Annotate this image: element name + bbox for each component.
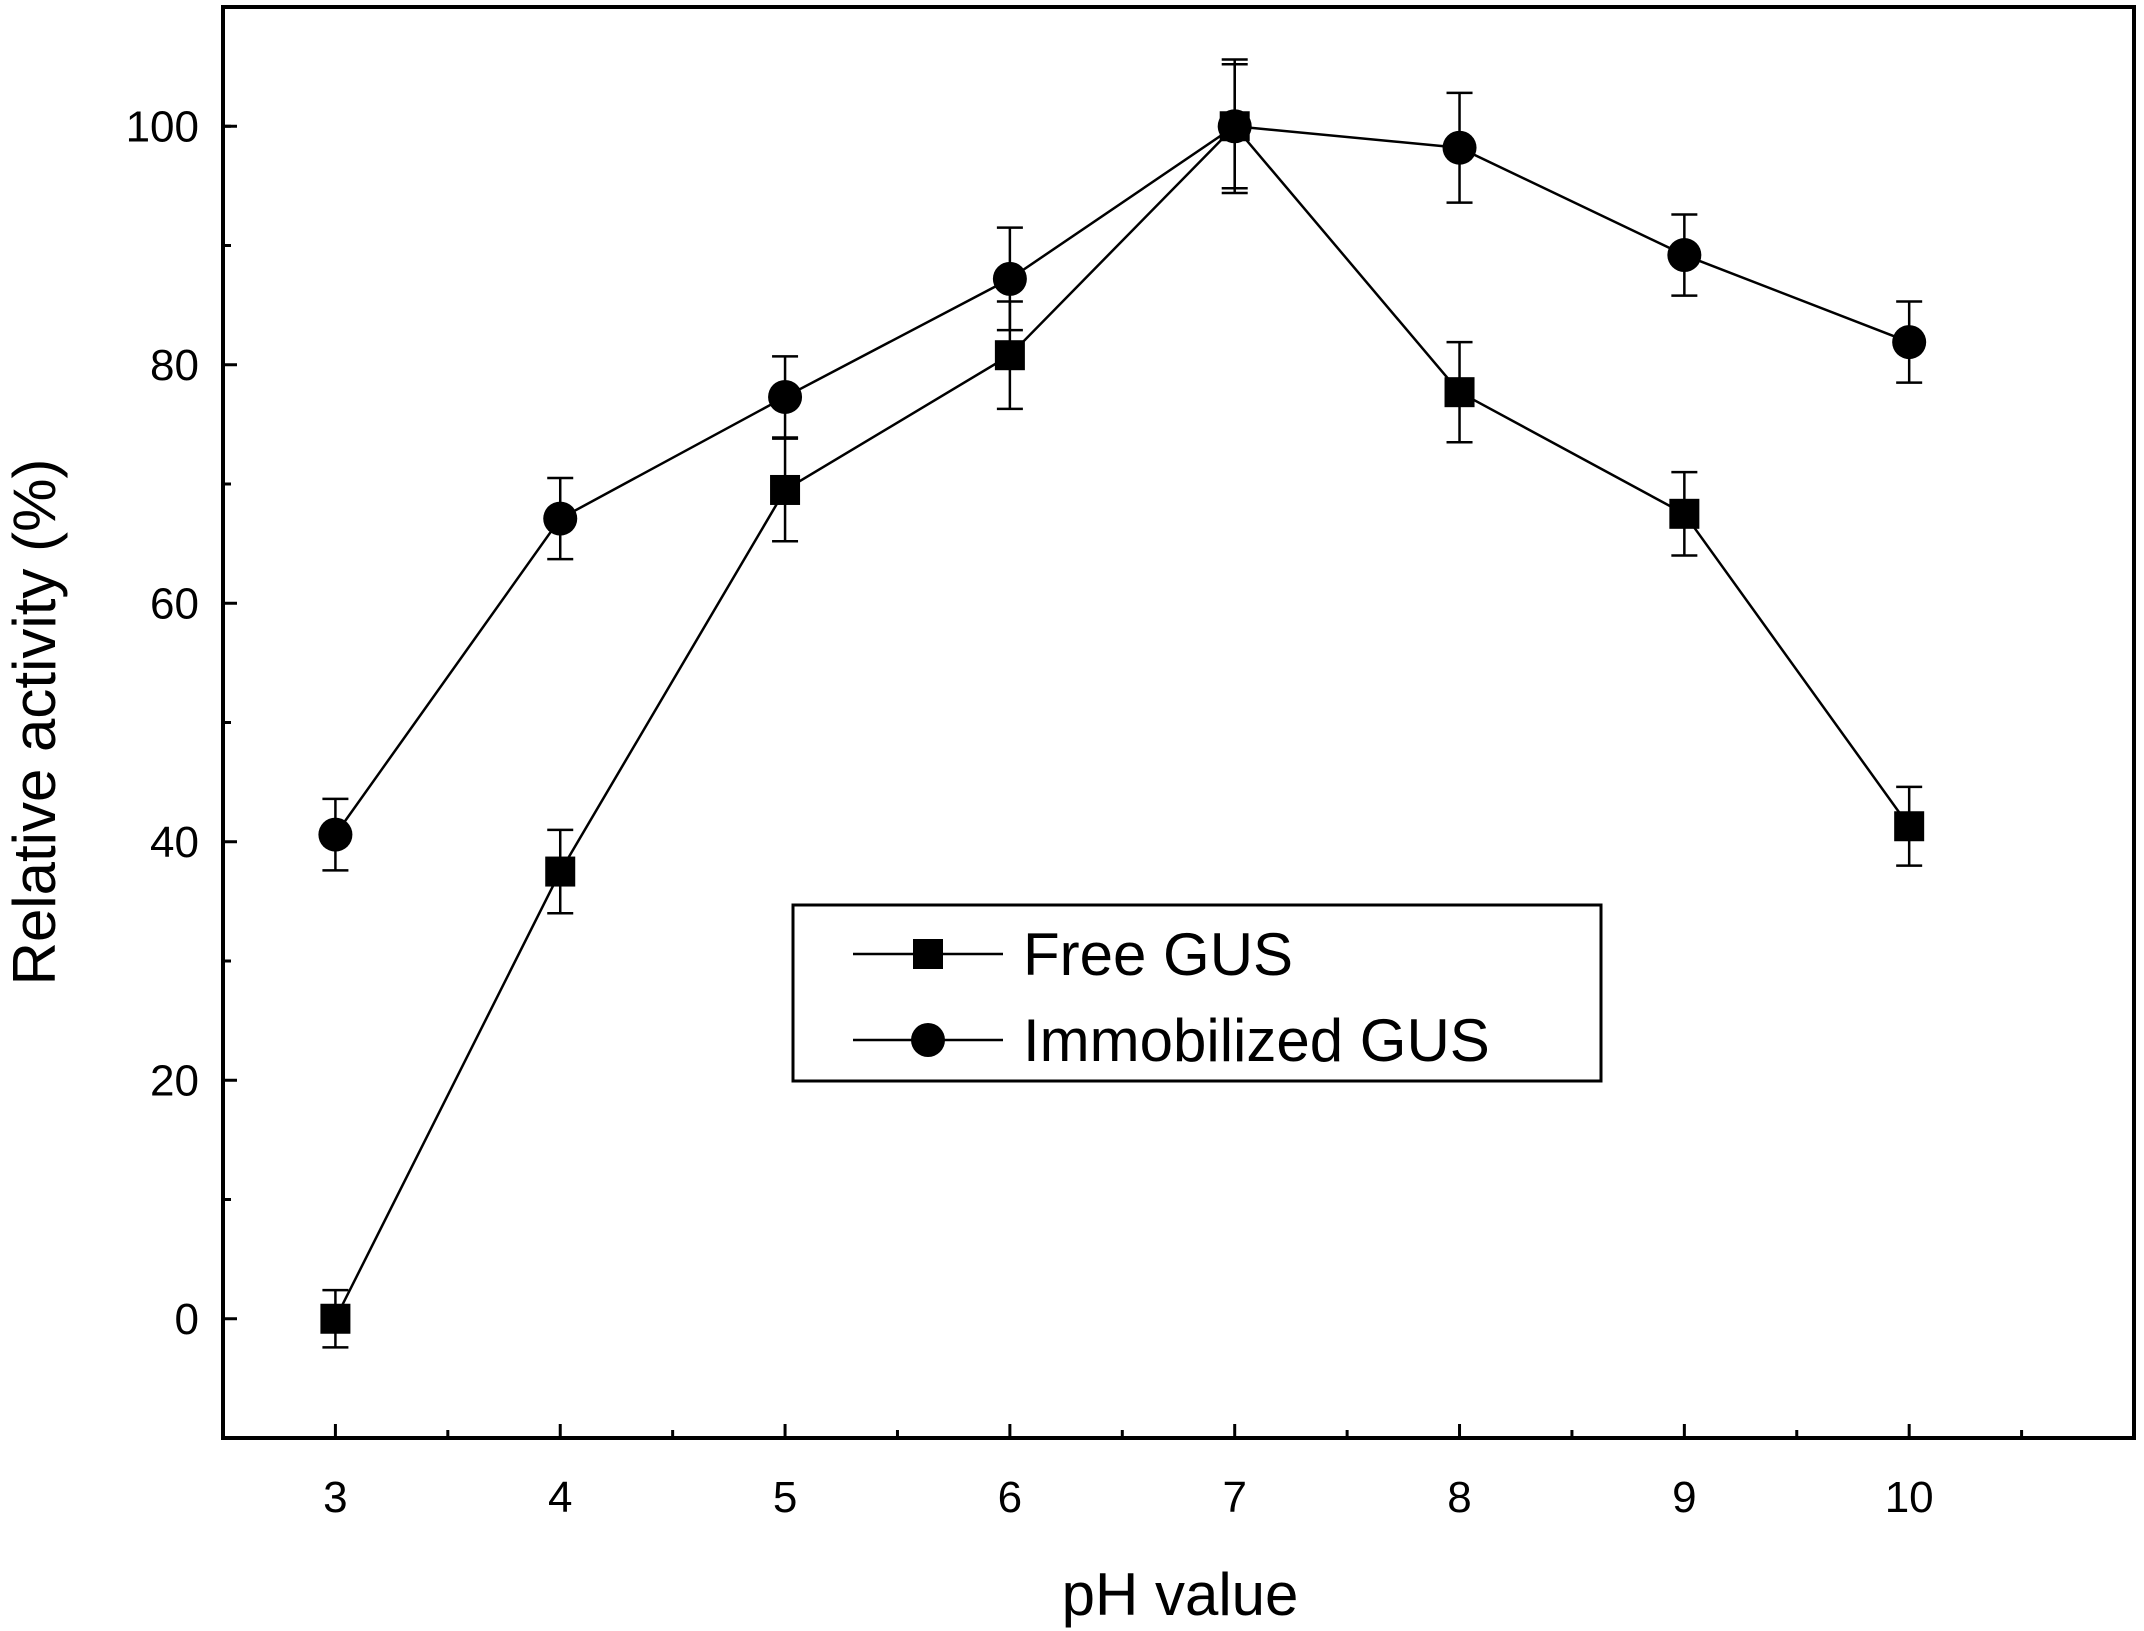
x-tick-label: 6 [998,1473,1022,1522]
series-line-immobilized-gus [334,124,1910,836]
legend-marker-immobilized-gus [911,1023,945,1057]
data-point-immobilized-gus [992,261,1027,296]
data-point-immobilized-gus [1892,325,1927,360]
y-tick-label: 80 [150,341,199,390]
y-axis-title: Relative activity (%) [1,459,68,986]
data-point-immobilized-gus [1442,130,1477,165]
x-tick-label: 10 [1885,1473,1934,1522]
x-axis-title: pH value [1062,1561,1299,1628]
data-point-immobilized-gus [318,817,353,852]
data-point-immobilized-gus [768,379,803,414]
legend: Free GUS Immobilized GUS [791,903,1603,1083]
series-immobilized-gus [318,58,1927,872]
data-point-free-gus [1669,498,1700,529]
y-tick-label: 60 [150,579,199,628]
data-point-immobilized-gus [543,501,578,536]
x-tick-label: 8 [1447,1473,1471,1522]
legend-marker-free-gus [913,939,943,969]
data-point-free-gus [994,340,1025,371]
data-point-free-gus [545,856,576,887]
y-tick-label: 20 [150,1056,199,1105]
x-tick-label: 9 [1672,1473,1696,1522]
data-point-free-gus [320,1303,351,1334]
plot-frame [221,5,2136,1440]
y-tick-label: 0 [175,1295,199,1344]
y-axis-ticks: 0 20 40 60 80 100 [126,5,237,1440]
legend-label-free-gus: Free GUS [1023,921,1293,988]
data-point-immobilized-gus [1667,238,1702,273]
data-point-free-gus [1894,811,1925,842]
data-point-free-gus [770,474,801,505]
y-tick-label: 40 [150,818,199,867]
legend-label-immobilized-gus: Immobilized GUS [1023,1007,1490,1074]
x-tick-label: 7 [1222,1473,1246,1522]
data-point-free-gus [1444,377,1475,408]
series-layer [318,58,1927,1349]
x-axis-ticks: 3 4 5 6 7 8 9 10 [323,1424,2024,1522]
y-tick-label: 100 [126,102,199,151]
data-point-immobilized-gus [1217,109,1252,144]
series-line-free-gus [334,124,1911,1320]
x-tick-label: 5 [773,1473,797,1522]
x-tick-label: 3 [323,1473,347,1522]
x-tick-label: 4 [548,1473,572,1522]
